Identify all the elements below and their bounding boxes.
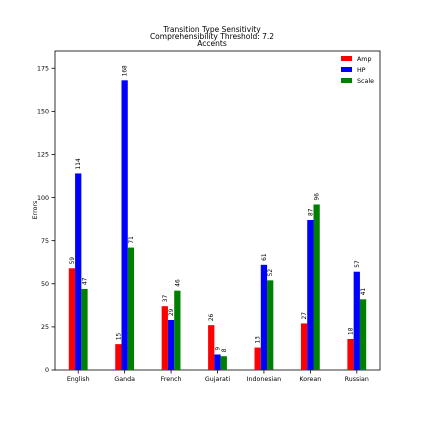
- bar-amp-korean: [300, 323, 308, 370]
- data-label: 52: [268, 269, 274, 277]
- x-tick-label: Indonesian: [247, 376, 281, 383]
- bar-hp-french: [167, 319, 175, 370]
- data-label: 46: [175, 279, 181, 287]
- data-label: 114: [76, 158, 82, 169]
- bar-hp-english: [75, 173, 82, 370]
- x-tick-label: Korean: [299, 376, 321, 383]
- y-tick-label: 50: [41, 281, 49, 288]
- data-label: 37: [163, 295, 169, 303]
- x-tick-label: Gujarati: [205, 376, 230, 383]
- data-label: 26: [209, 313, 215, 321]
- legend-label-scale: Scale: [357, 78, 374, 85]
- data-label: 168: [123, 65, 129, 76]
- data-label: 8: [222, 348, 228, 352]
- legend-label-hp: HP: [357, 67, 366, 74]
- plot-area: [54, 50, 381, 371]
- bar-amp-english: [68, 268, 76, 370]
- y-tick-label: 0: [45, 367, 49, 374]
- y-tick-label: 25: [41, 324, 49, 331]
- bar-scale-gujarati: [220, 356, 227, 370]
- y-axis-ticks: 0 25 50 75 100 125 150 175: [37, 65, 55, 374]
- bar-hp-gujarati: [214, 354, 221, 370]
- x-tick-label: French: [161, 376, 182, 383]
- bar-hp-korean: [307, 219, 314, 370]
- data-label: 61: [262, 253, 268, 261]
- bar-scale-korean: [313, 204, 320, 370]
- legend: Amp HP Scale: [341, 56, 374, 85]
- chart-title: Transition Type Sensitivity Comprehensib…: [150, 25, 274, 48]
- legend-label-amp: Amp: [357, 56, 371, 63]
- data-label: 29: [169, 308, 175, 316]
- x-axis-ticks: English Ganda French Gujarati Indonesian Kore…: [67, 370, 369, 383]
- x-tick-label: Russian: [345, 376, 369, 383]
- bar-scale-english: [81, 288, 88, 370]
- bar-hp-ganda: [121, 80, 128, 371]
- legend-swatch-hp: [341, 67, 352, 72]
- data-label: 47: [82, 277, 88, 285]
- data-label: 59: [70, 257, 76, 265]
- y-tick-label: 125: [37, 152, 49, 159]
- data-label: 13: [256, 336, 262, 344]
- data-label: 71: [129, 236, 135, 244]
- data-label: 9: [216, 346, 222, 350]
- data-label: 96: [315, 193, 321, 201]
- data-label: 87: [308, 208, 314, 216]
- bar-amp-russian: [347, 338, 354, 370]
- bar-scale-indonesian: [267, 280, 274, 370]
- y-tick-label: 75: [41, 238, 49, 245]
- x-tick-label: English: [67, 376, 90, 383]
- data-label: 18: [349, 327, 355, 335]
- x-tick-label: Ganda: [114, 376, 135, 383]
- data-label: 41: [361, 288, 367, 296]
- bar-hp-russian: [353, 271, 360, 370]
- title-line-2: Comprehensibility Threshold: 7.2: [150, 32, 274, 41]
- bar-hp-indonesian: [260, 264, 268, 370]
- bar-amp-gujarati: [208, 325, 215, 370]
- title-line-3: Accents: [197, 39, 227, 48]
- y-tick-label: 100: [37, 195, 49, 202]
- bar-amp-indonesian: [254, 347, 261, 370]
- bar-amp-ganda: [115, 344, 122, 370]
- bar-scale-russian: [359, 299, 367, 370]
- bar-scale-ganda: [127, 247, 135, 370]
- bar-scale-french: [174, 290, 181, 370]
- y-tick-label: 175: [37, 65, 49, 72]
- legend-swatch-scale: [341, 78, 352, 83]
- data-label: 15: [116, 332, 122, 340]
- title-line-1: Transition Type Sensitivity: [162, 25, 261, 34]
- bar-amp-french: [161, 306, 168, 370]
- legend-swatch-amp: [341, 56, 352, 61]
- y-axis-label: Errors: [32, 201, 39, 220]
- data-label: 27: [302, 312, 308, 320]
- data-label: 57: [355, 260, 361, 268]
- y-tick-label: 150: [37, 109, 49, 116]
